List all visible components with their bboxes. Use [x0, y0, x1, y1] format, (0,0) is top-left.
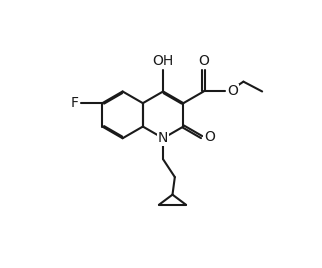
Text: O: O: [227, 84, 238, 98]
Text: O: O: [204, 130, 215, 144]
Text: N: N: [158, 131, 168, 145]
Text: O: O: [198, 54, 209, 68]
Text: F: F: [71, 96, 79, 110]
Text: OH: OH: [153, 54, 174, 68]
